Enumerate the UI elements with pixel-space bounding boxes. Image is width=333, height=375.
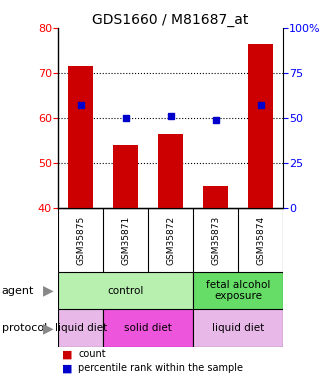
- Bar: [203, 186, 228, 208]
- Bar: [248, 44, 273, 208]
- Text: agent: agent: [2, 286, 34, 296]
- Text: protocol: protocol: [2, 323, 47, 333]
- Bar: [193, 272, 283, 309]
- Text: liquid diet: liquid diet: [212, 323, 264, 333]
- Text: ■: ■: [62, 363, 72, 373]
- Text: fetal alcohol
exposure: fetal alcohol exposure: [206, 280, 270, 302]
- Text: ■: ■: [62, 350, 72, 359]
- Text: liquid diet: liquid diet: [55, 323, 107, 333]
- Bar: [103, 309, 193, 347]
- Text: ▶: ▶: [43, 321, 54, 335]
- Text: control: control: [108, 286, 144, 296]
- Bar: [68, 66, 93, 208]
- Bar: [58, 309, 103, 347]
- Bar: [193, 309, 283, 347]
- Title: GDS1660 / M81687_at: GDS1660 / M81687_at: [93, 13, 249, 27]
- Bar: [113, 145, 138, 208]
- Text: percentile rank within the sample: percentile rank within the sample: [78, 363, 243, 373]
- Text: GSM35872: GSM35872: [166, 215, 175, 265]
- Text: GSM35874: GSM35874: [256, 215, 265, 265]
- Text: GSM35875: GSM35875: [76, 215, 85, 265]
- Bar: [158, 134, 183, 208]
- Text: GSM35871: GSM35871: [121, 215, 130, 265]
- Bar: [58, 272, 193, 309]
- Text: ▶: ▶: [43, 284, 54, 298]
- Text: GSM35873: GSM35873: [211, 215, 220, 265]
- Text: count: count: [78, 350, 106, 359]
- Text: solid diet: solid diet: [124, 323, 172, 333]
